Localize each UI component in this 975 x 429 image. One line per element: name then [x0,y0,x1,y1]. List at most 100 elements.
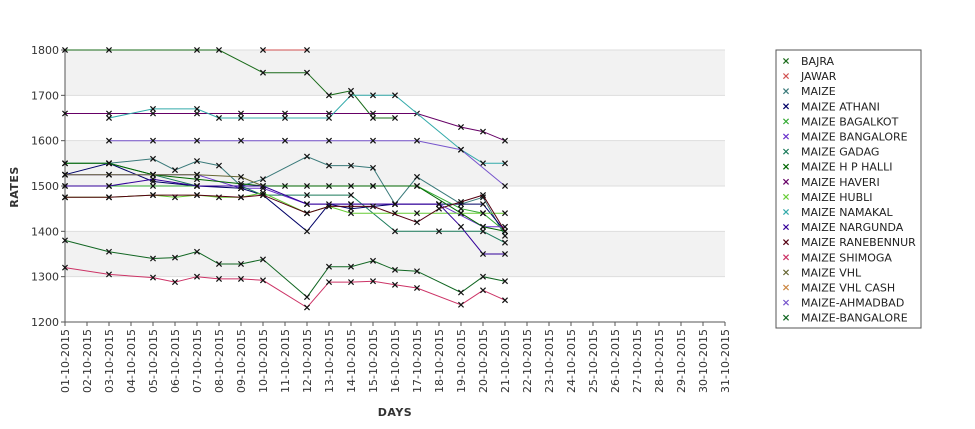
data-point [413,137,421,144]
data-point [391,228,399,235]
legend-entry: JAWAR [800,70,837,83]
grid-band [65,186,725,232]
legend-entry: MAIZE H P HALLI [801,161,892,174]
legend-marker [782,88,790,95]
data-point [215,162,223,169]
data-point [501,250,509,258]
data-point [171,167,179,174]
data-point [413,268,421,275]
data-point [347,263,355,270]
data-point [369,257,377,264]
data-point [259,176,267,183]
x-tick-label: 28-10-2015 [653,329,666,393]
y-axis-title: RATES [8,166,21,208]
data-point [479,160,487,167]
x-tick-label: 20-10-2015 [477,329,490,393]
x-tick-label: 13-10-2015 [323,329,336,393]
legend-marker [782,314,790,321]
x-tick-label: 06-10-2015 [169,329,182,393]
legend-entry: MAIZE SHIMOGA [801,251,892,264]
data-point [501,137,509,144]
data-point [149,137,157,144]
data-point [325,110,333,117]
data-point [61,264,69,271]
data-point [347,210,355,217]
x-tick-label: 12-10-2015 [301,329,314,393]
data-point [149,110,157,117]
y-axis-ticks: 1200 1300 1400 1500 1600 1700 1800 [31,44,65,329]
data-point [369,278,377,285]
data-point [457,198,465,205]
data-point [149,155,157,162]
data-point [259,277,267,284]
data-point [325,263,333,270]
data-point [281,114,289,122]
y-tick-label: 1200 [31,316,59,329]
legend-marker [782,299,790,306]
legend-marker [782,269,790,276]
x-tick-label: 03-10-2015 [103,329,116,393]
data-point [479,250,487,258]
data-point [325,92,333,99]
data-point [171,279,179,286]
data-point [171,254,179,261]
data-point [347,279,355,286]
data-point [391,281,399,288]
data-point [303,69,311,76]
data-point [105,137,113,144]
data-point [391,201,399,208]
data-point [413,182,421,190]
data-point [347,205,355,212]
data-point [325,137,333,144]
data-point [237,173,245,180]
data-point [193,110,201,117]
data-point [149,171,157,178]
x-tick-label: 02-10-2015 [81,329,94,393]
legend-entry: MAIZE-BANGALORE [801,312,908,325]
data-point [61,194,69,201]
data-point [149,192,157,199]
data-point [281,137,289,144]
data-point [259,46,267,54]
data-point [391,92,399,99]
data-point [281,110,289,117]
data-point [501,278,509,285]
data-point [325,203,333,210]
data-point [391,114,399,122]
x-tick-label: 17-10-2015 [411,329,424,393]
data-point [347,201,355,208]
y-tick-label: 1500 [31,180,59,193]
x-tick-label: 15-10-2015 [367,329,380,393]
x-tick-label: 26-10-2015 [609,329,622,393]
data-point [193,171,201,178]
data-point [237,275,245,282]
data-point [237,194,245,201]
grid-band [65,50,725,96]
data-point [325,114,333,122]
data-point [303,192,311,199]
data-point [457,205,465,212]
series-maize-bangalore [61,237,509,301]
x-tick-label: 25-10-2015 [587,329,600,393]
data-point [347,182,355,190]
data-point [303,153,311,160]
y-tick-label: 1300 [31,271,59,284]
data-point [435,228,443,235]
data-point [457,289,465,296]
data-point [237,110,245,117]
data-point [193,176,201,183]
y-tick-label: 1400 [31,225,59,238]
data-point [501,228,509,235]
legend-entry: MAIZE VHL [801,266,862,279]
series-jawar [259,46,311,54]
data-point [193,46,201,54]
data-point [237,114,245,122]
data-point [501,210,509,217]
data-point [215,275,223,282]
legend-entry: MAIZE GADAG [801,146,879,159]
series-maize-ahmadbad [105,137,509,190]
series-line [108,155,506,237]
x-axis-ticks: 01-10-2015 02-10-2015 03-10-2015 04-10-2015… [59,322,732,393]
data-point [347,87,355,94]
legend-marker [782,254,790,261]
